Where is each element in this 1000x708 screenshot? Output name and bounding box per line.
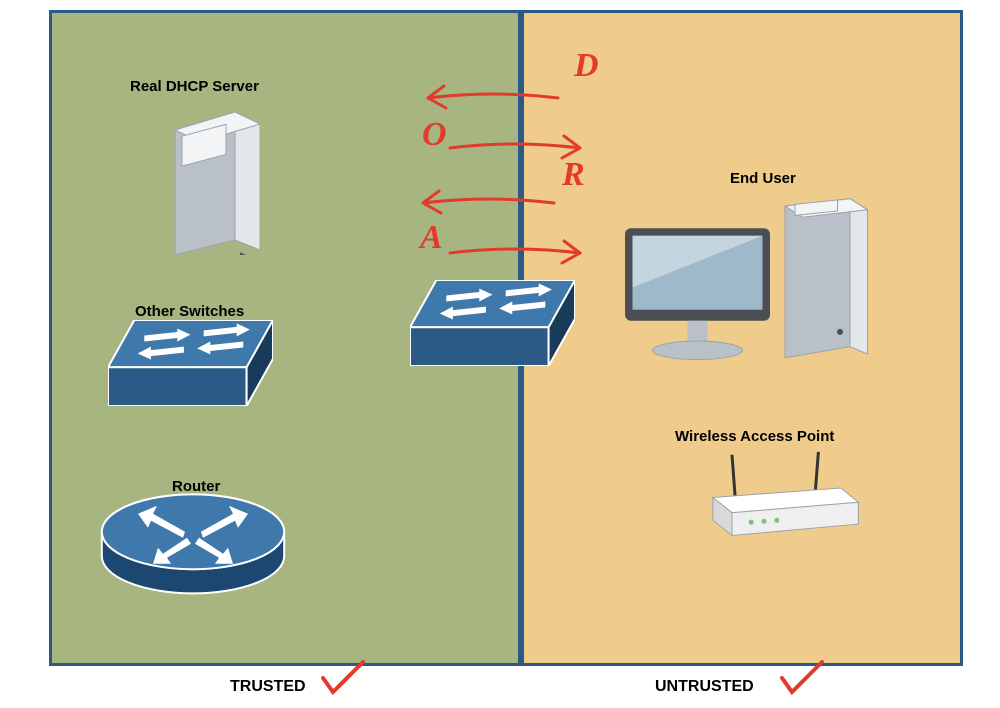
label-wap: Wireless Access Point	[675, 428, 834, 445]
label-other: Other Switches	[135, 303, 244, 320]
switch-left-icon	[108, 320, 273, 406]
router-icon	[98, 490, 288, 600]
footer-untrusted: UNTRUSTED	[655, 678, 754, 696]
server-icon	[160, 100, 260, 255]
switch-center-icon	[410, 280, 575, 366]
label-dhcp: Real DHCP Server	[130, 78, 259, 95]
label-enduser: End User	[730, 170, 796, 187]
wap-icon	[700, 450, 860, 545]
diagram-stage: Real DHCP ServerOther SwitchesRouterEnd …	[0, 0, 1000, 703]
footer-trusted: TRUSTED	[230, 678, 306, 696]
enduser-icon	[620, 195, 870, 380]
